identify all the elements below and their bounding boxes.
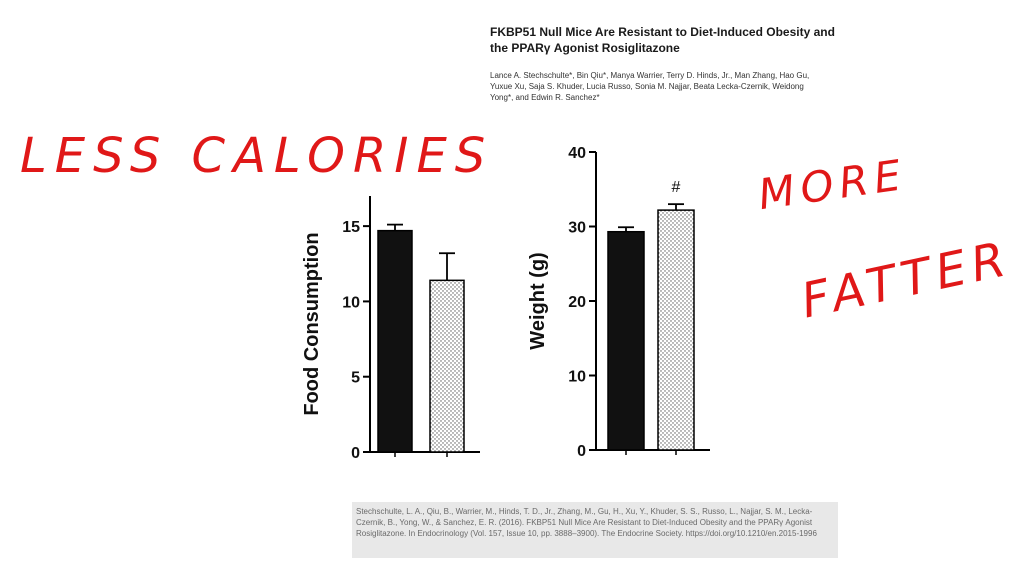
y-tick-label: 10 — [568, 369, 586, 386]
y-tick-label: 20 — [568, 294, 586, 311]
y-tick-label: 0 — [577, 443, 586, 460]
y-tick-label: 15 — [342, 219, 360, 236]
weight-chart: 0 10 20 30 40 Weight (g) # — [527, 145, 710, 460]
paper-authors: Lance A. Stechschulte*, Bin Qiu*, Manya … — [490, 71, 810, 102]
y-axis-label: Food Consumption — [301, 232, 323, 415]
annotation-less-calories: LESS CALORIES — [20, 128, 494, 184]
significance-marker: # — [672, 179, 681, 196]
annotation-more: MORE — [755, 149, 910, 220]
y-tick-label: 10 — [342, 294, 360, 311]
bar-2 — [429, 279, 465, 453]
citation: Stechschulte, L. A., Qiu, B., Warrier, M… — [352, 502, 838, 558]
bar-1 — [607, 230, 645, 451]
y-tick-label: 5 — [351, 370, 360, 387]
y-tick-label: 40 — [568, 145, 586, 162]
annotation-fatter: FATTER — [796, 230, 1016, 330]
bar-2 — [657, 209, 695, 451]
y-tick-label: 30 — [568, 220, 586, 237]
bar-1 — [377, 229, 413, 453]
paper-title: FKBP51 Null Mice Are Resistant to Diet-I… — [490, 25, 835, 55]
y-tick-label: 0 — [351, 445, 360, 462]
y-axis-label: Weight (g) — [527, 252, 549, 349]
food-consumption-chart: 0 5 10 15 Food Consumption — [301, 196, 480, 462]
